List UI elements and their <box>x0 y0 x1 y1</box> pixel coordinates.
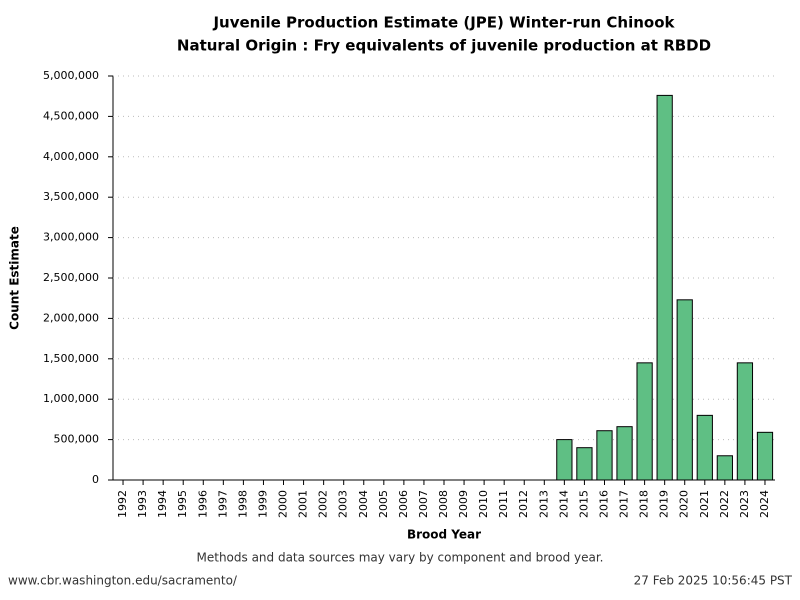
bar <box>716 455 733 481</box>
x-tick-label: 1999 <box>256 490 269 518</box>
x-tick-label: 1998 <box>236 490 249 518</box>
bar <box>616 426 633 481</box>
x-tick-label: 2002 <box>317 490 330 518</box>
bar <box>656 94 673 481</box>
y-axis-label: Count Estimate <box>8 226 22 330</box>
x-tick-label: 1997 <box>216 490 229 518</box>
note: Methods and data sources may vary by com… <box>197 551 604 565</box>
x-tick-label: 2014 <box>557 490 570 518</box>
x-tick-label: 2010 <box>477 490 490 518</box>
x-tick-label: 2005 <box>377 490 390 518</box>
chart-title: Juvenile Production Estimate (JPE) Winte… <box>212 14 675 32</box>
x-tick-label: 2020 <box>678 490 691 518</box>
y-tick-label: 2,000,000 <box>43 311 99 324</box>
bar <box>756 431 774 481</box>
x-tick-label: 1996 <box>196 490 209 518</box>
x-tick-label: 2022 <box>718 490 731 518</box>
y-tick-label: 1,500,000 <box>43 352 99 365</box>
y-tick-label: 4,000,000 <box>43 150 99 163</box>
x-tick-label: 1992 <box>116 490 129 518</box>
x-tick-label: 2015 <box>577 490 590 518</box>
x-tick-label: 2012 <box>517 490 530 518</box>
x-tick-label: 2024 <box>758 490 771 518</box>
x-tick-label: 2013 <box>537 490 550 518</box>
y-tick-label: 3,000,000 <box>43 231 99 244</box>
bar <box>636 362 653 481</box>
y-tick-label: 2,500,000 <box>43 271 99 284</box>
bar <box>556 439 573 481</box>
x-tick-label: 1993 <box>136 490 149 518</box>
y-tick-label: 0 <box>92 473 99 486</box>
y-tick-label: 1,000,000 <box>43 392 99 405</box>
x-tick-label: 2016 <box>597 490 610 518</box>
bar <box>576 447 593 481</box>
x-tick-label: 2006 <box>397 490 410 518</box>
x-tick-label: 2004 <box>357 490 370 518</box>
bar <box>676 299 693 481</box>
x-tick-label: 2001 <box>297 490 310 518</box>
x-tick-label: 2007 <box>417 490 430 518</box>
x-tick-label: 2000 <box>277 490 290 518</box>
x-tick-label: 2018 <box>638 490 651 518</box>
y-tick-label: 5,000,000 <box>43 69 99 82</box>
x-tick-label: 1994 <box>156 490 169 518</box>
y-tick-label: 4,500,000 <box>43 109 99 122</box>
x-tick-label: 2017 <box>618 490 631 518</box>
x-tick-label: 2021 <box>698 490 711 518</box>
x-tick-label: 2009 <box>457 490 470 518</box>
y-tick-label: 3,500,000 <box>43 190 99 203</box>
x-tick-label: 2003 <box>337 490 350 518</box>
y-tick-label: 500,000 <box>54 433 100 446</box>
x-tick-label: 2011 <box>497 490 510 518</box>
source: www.cbr.washington.edu/sacramento/ <box>8 574 238 588</box>
bar <box>696 414 713 481</box>
bar <box>736 362 754 481</box>
chart-subtitle: Natural Origin : Fry equivalents of juve… <box>177 37 711 55</box>
x-tick-label: 1995 <box>176 490 189 518</box>
x-axis-label: Brood Year <box>407 528 481 542</box>
timestamp: 27 Feb 2025 10:56:45 PST <box>634 574 793 588</box>
x-tick-label: 2008 <box>437 490 450 518</box>
bar <box>596 430 613 481</box>
x-tick-label: 2023 <box>738 490 751 518</box>
x-tick-label: 2019 <box>658 490 671 518</box>
